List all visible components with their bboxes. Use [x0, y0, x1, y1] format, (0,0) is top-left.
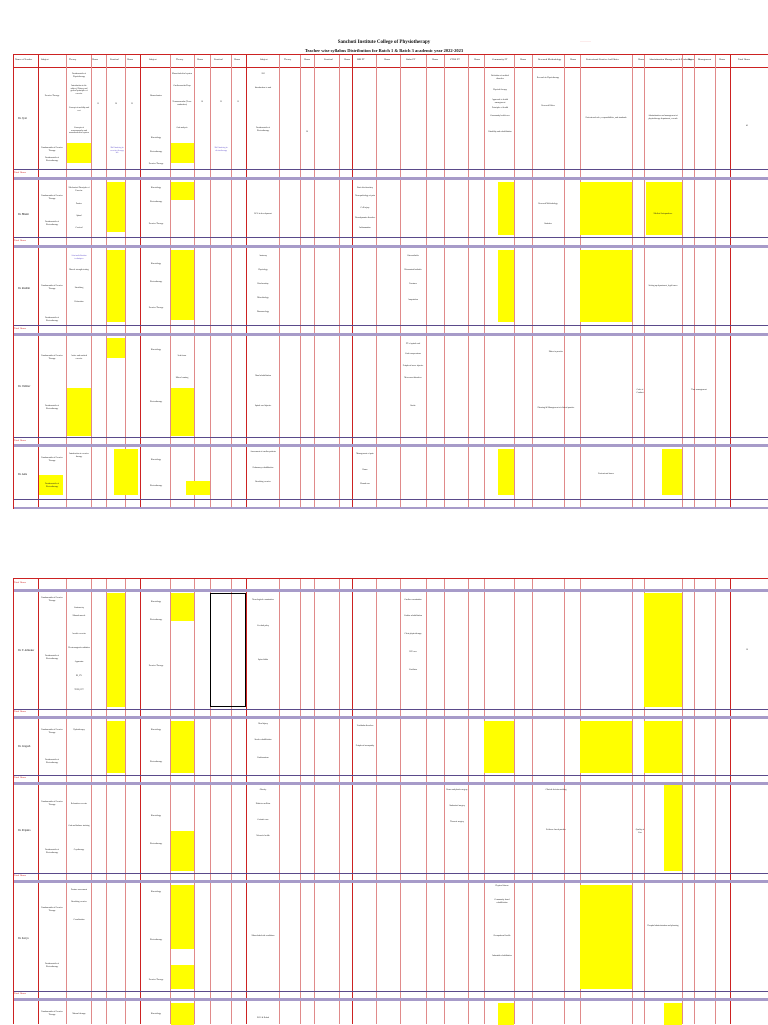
column-header-subject: Subject [149, 58, 157, 61]
column-header-theory: Theory [284, 58, 292, 61]
highlighted-cell [171, 182, 194, 200]
subject-cell: Biomechanics [150, 95, 162, 97]
highlighted-cell [107, 721, 125, 773]
highlighted-cell [664, 785, 682, 871]
highlighted-cell [644, 721, 682, 773]
column-header-total: Total Hours [738, 58, 750, 61]
highlighted-cell [580, 250, 632, 322]
column-header-theory: Theory [176, 58, 184, 61]
highlighted-cell [580, 885, 632, 989]
highlighted-cell [646, 182, 682, 235]
subject-cell: Fundamentals of Electrotherapy [256, 127, 270, 132]
highlighted-cell [114, 449, 138, 495]
watermark-text: ----------- [580, 39, 591, 43]
highlighted-cell [664, 1003, 682, 1025]
highlighted-cell [498, 1003, 514, 1025]
highlighted-cell [171, 721, 194, 773]
column-header-hours: Hours [304, 58, 311, 61]
column-header-management: Management [698, 58, 712, 61]
highlighted-cell [484, 721, 514, 773]
highlighted-cell [171, 593, 194, 621]
column-header-hours: Hours [344, 58, 351, 61]
teacher-name: Dr. Jyoti [18, 117, 27, 120]
teacher-name: Dr. Vaibhav [18, 385, 31, 388]
highlighted-cell [67, 143, 91, 163]
highlighted-cell [186, 481, 210, 495]
highlighted-cell [107, 250, 125, 322]
highlighted-cell [171, 1003, 194, 1025]
column-header-practical: Practical [214, 58, 223, 61]
column-header-hours: Hours [520, 58, 527, 61]
column-header-hours: Hours [638, 58, 645, 61]
teacher-name: Dr. Kavya [18, 937, 29, 940]
column-header-subject: Subject [260, 58, 268, 61]
highlighted-cell [171, 388, 194, 436]
teacher-name: Dr. Y. Ambeker [18, 649, 35, 652]
column-header-hours: Hours [127, 58, 134, 61]
column-header-hours: Hours [384, 58, 391, 61]
column-header-professional: Professional Practice And Ethics [586, 58, 619, 61]
column-header-ctbs-pt: CTBS PT [450, 58, 460, 61]
total-hours-label: Total Hours [14, 171, 26, 174]
column-header-ortho-pt: Ortho PT [406, 58, 416, 61]
teacher-name: Dr. Rashmi [18, 287, 30, 290]
column-header-community-pt: Community PT [492, 58, 508, 61]
highlighted-cell [39, 475, 63, 495]
highlighted-cell [107, 182, 125, 232]
highlighted-cell [644, 593, 682, 707]
highlighted-cell [171, 250, 194, 320]
column-header-hours: Hours [432, 58, 439, 61]
syllabus-table-sheet-2: Total Hours Dr. Y. Ambeker Fundamentals … [13, 578, 768, 1025]
column-header-teacher: Name of Teacher [15, 58, 33, 61]
column-header-practical: Practical [110, 58, 119, 61]
column-header-hours: Hours [570, 58, 577, 61]
column-header-theory: Theory [69, 58, 77, 61]
college-title: Sanchoti Institute College of Physiother… [337, 40, 431, 45]
highlighted-cell [107, 338, 125, 358]
table-header-row: Name of Teacher Subject Theory Hours Pra… [14, 55, 768, 68]
column-header-hours: Hours [234, 58, 241, 61]
subject-cell: Exercise Therapy [44, 95, 60, 97]
highlighted-cell [171, 143, 194, 163]
highlighted-cell [662, 449, 682, 495]
column-header-hours: Hours [688, 58, 695, 61]
highlighted-cell [107, 593, 125, 707]
column-header-hours: Hours [197, 58, 204, 61]
highlighted-cell [171, 965, 194, 989]
bordered-block [210, 593, 246, 707]
column-header-research: Research Methodology [538, 58, 562, 61]
highlighted-cell [498, 449, 514, 495]
highlighted-cell [171, 831, 194, 871]
column-header-practical: Practical [324, 58, 333, 61]
teacher-name: Dr. Asha [18, 473, 28, 476]
highlighted-cell [498, 250, 514, 322]
highlighted-cell [67, 388, 91, 436]
column-header-hours: Hours [719, 58, 726, 61]
highlighted-cell [498, 182, 514, 235]
teacher-name: Dr. Bhakti [18, 213, 29, 216]
document-subtitle: Teacher wise syllabus Distribution for B… [304, 48, 464, 53]
teacher-name: Dr. Prajakta [18, 829, 31, 832]
column-header-bib-pt: BIB PT [357, 58, 365, 61]
column-header-hours: Hours [474, 58, 481, 61]
highlighted-cell [580, 721, 632, 773]
column-header-subject: Subject [41, 58, 49, 61]
column-header-administration: Administration Management & Marketing [649, 58, 692, 61]
teacher-name: Dr. Lingesh [18, 745, 31, 748]
column-header-hours: Hours [92, 58, 99, 61]
syllabus-table-sheet-1: Name of Teacher Subject Theory Hours Pra… [13, 54, 768, 509]
highlighted-cell [580, 182, 632, 235]
highlighted-cell [171, 885, 194, 949]
